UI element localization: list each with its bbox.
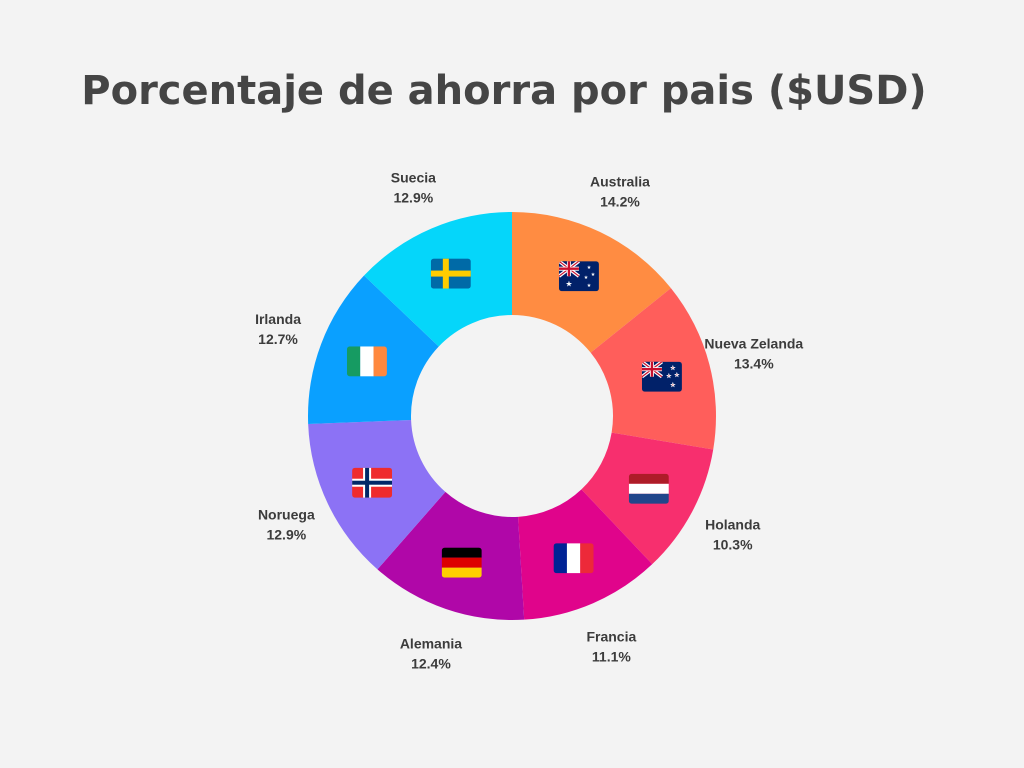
slice-label-holanda: Holanda xyxy=(705,516,760,532)
slice-label-irlanda: Irlanda xyxy=(255,311,301,327)
new-zealand-flag-icon: ★★★★ xyxy=(641,361,682,392)
slice-label-francia: Francia xyxy=(586,628,636,644)
svg-text:★: ★ xyxy=(587,283,592,289)
slice-value-suecia: 12.9% xyxy=(393,189,433,205)
slice-value-nueva-zelanda: 13.4% xyxy=(734,356,774,372)
svg-text:★: ★ xyxy=(671,366,676,372)
australia-flag-icon: ★★★★★ xyxy=(558,261,599,292)
svg-text:★: ★ xyxy=(587,265,592,271)
netherlands-flag-icon xyxy=(628,473,669,504)
svg-text:★: ★ xyxy=(675,373,680,379)
ireland-flag-icon xyxy=(346,346,387,377)
svg-text:★: ★ xyxy=(591,272,596,278)
slice-label-alemania: Alemania xyxy=(400,635,462,651)
norway-flag-icon xyxy=(352,467,393,498)
sweden-flag-icon xyxy=(430,258,471,289)
slice-value-alemania: 12.4% xyxy=(411,655,451,671)
slice-label-suecia: Suecia xyxy=(391,169,436,185)
slice-value-irlanda: 12.7% xyxy=(258,331,298,347)
slice-label-nueva-zelanda: Nueva Zelanda xyxy=(704,336,803,352)
svg-text:★: ★ xyxy=(667,374,672,380)
svg-text:★: ★ xyxy=(584,275,589,281)
germany-flag-icon xyxy=(441,547,482,578)
svg-text:★: ★ xyxy=(671,383,676,389)
slice-label-noruega: Noruega xyxy=(258,507,315,523)
slice-value-noruega: 12.9% xyxy=(266,527,306,543)
slice-value-francia: 11.1% xyxy=(592,648,631,664)
slice-label-australia: Australia xyxy=(590,174,650,190)
slice-value-holanda: 10.3% xyxy=(713,536,753,552)
chart-title: Porcentaje de ahorra por pais ($USD) xyxy=(81,68,927,114)
france-flag-icon xyxy=(553,543,594,574)
slice-value-australia: 14.2% xyxy=(600,194,640,210)
svg-text:★: ★ xyxy=(565,280,572,289)
